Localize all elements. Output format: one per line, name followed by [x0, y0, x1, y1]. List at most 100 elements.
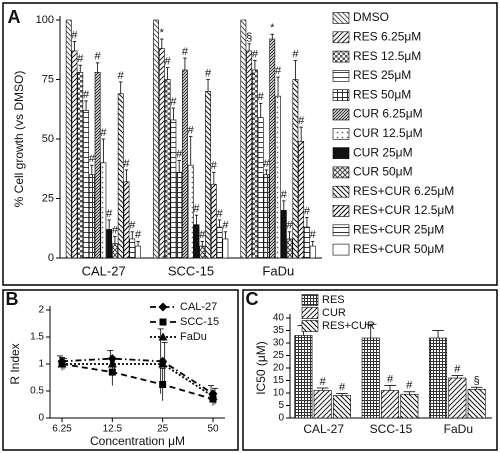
point — [208, 391, 218, 400]
x-tick-label: 6.25 — [52, 424, 72, 435]
legend-label: RES 6.25μM — [353, 29, 421, 43]
y-tick-label: 25 — [42, 192, 54, 204]
point — [159, 381, 167, 389]
significance-marker: # — [182, 46, 189, 58]
legend-label: RES+CUR 12.5μM — [353, 203, 454, 217]
point — [108, 368, 116, 376]
bar — [129, 238, 136, 259]
legend-swatch — [301, 320, 319, 332]
x-tick-label: CAL-27 — [82, 263, 126, 278]
bar — [298, 141, 305, 259]
significance-marker: # — [320, 376, 327, 388]
significance-marker: # — [118, 70, 125, 82]
significance-marker: # — [304, 205, 311, 217]
bar — [448, 377, 467, 419]
panel-label: A — [8, 7, 21, 27]
significance-marker: § — [246, 32, 252, 44]
bar — [94, 72, 101, 259]
significance-marker: # — [292, 48, 299, 60]
bar — [153, 19, 159, 259]
significance-marker: # — [310, 229, 317, 241]
bar — [135, 245, 141, 259]
bar — [467, 388, 486, 419]
significance-marker: # — [123, 158, 130, 170]
y-tick-label: 40 — [273, 313, 285, 324]
significance-marker: # — [387, 373, 394, 385]
legend-label: CUR 6.25μM — [353, 107, 423, 121]
legend-label: DMSO — [353, 10, 389, 24]
bar — [361, 337, 380, 419]
legend-label: CAL-27 — [180, 301, 217, 313]
y-tick-label: 75 — [42, 73, 54, 85]
significance-marker: # — [275, 65, 282, 77]
y-tick-label: 10 — [273, 388, 285, 399]
legend-swatch — [332, 166, 350, 179]
legend-label: RES+CUR 25μM — [353, 222, 444, 236]
legend-label: CUR 25μM — [353, 145, 413, 159]
significance-marker: # — [193, 203, 200, 215]
y-tick-label: 1.5 — [30, 332, 44, 343]
point — [107, 359, 117, 368]
legend-swatch — [332, 224, 350, 237]
bar — [88, 174, 95, 259]
bar — [280, 210, 287, 259]
x-tick-label: FaDu — [444, 422, 473, 436]
bar — [275, 95, 281, 259]
x-tick-label: 12.5 — [103, 424, 123, 435]
bar — [199, 245, 206, 259]
bar — [176, 172, 183, 259]
significance-marker: # — [217, 208, 224, 220]
bar — [333, 395, 351, 419]
significance-marker: # — [211, 160, 218, 172]
significance-marker: # — [406, 380, 413, 392]
significance-marker: # — [205, 67, 212, 79]
x-tick-label: FaDu — [262, 263, 294, 278]
legend-swatch — [332, 31, 350, 44]
bar — [210, 183, 217, 259]
bar — [222, 238, 229, 259]
y-tick-label: 0 — [278, 413, 284, 424]
legend-swatch — [332, 147, 350, 159]
bar — [309, 245, 316, 259]
legend-label: CUR 50μM — [353, 165, 413, 179]
legend-label: RES 12.5μM — [353, 49, 421, 63]
significance-marker: # — [258, 91, 265, 103]
significance-marker: # — [222, 220, 229, 232]
bar — [263, 174, 270, 259]
bar — [294, 335, 313, 419]
panel-frame — [2, 289, 239, 451]
legend-label: SCC-15 — [180, 316, 219, 328]
legend-marker — [159, 318, 167, 326]
bar — [292, 79, 299, 259]
bar — [429, 337, 448, 419]
legend-swatch — [332, 108, 350, 121]
significance-marker: # — [298, 115, 305, 127]
bar — [170, 119, 177, 259]
y-tick-label: 5 — [278, 400, 284, 411]
line — [62, 363, 214, 398]
panel-label: C — [246, 289, 259, 309]
panel-frame — [242, 289, 498, 451]
panel-frame — [2, 2, 498, 286]
significance-marker: * — [160, 27, 165, 39]
significance-marker: # — [170, 96, 177, 108]
bar — [381, 390, 400, 419]
bar — [65, 19, 72, 259]
bar — [158, 48, 165, 259]
legend-label: RES+CUR — [322, 320, 375, 332]
y-tick-label: 100 — [36, 14, 54, 26]
bar — [313, 390, 332, 419]
significance-marker: * — [270, 22, 275, 34]
point — [158, 359, 168, 368]
significance-marker: # — [77, 53, 84, 65]
significance-marker: # — [339, 381, 346, 393]
x-tick-label: 25 — [157, 424, 169, 435]
bar — [400, 393, 419, 419]
legend-label: RES 25μM — [353, 68, 411, 82]
legend-label: CUR — [322, 307, 346, 319]
y-tick-label: 20 — [273, 363, 285, 374]
bar — [83, 110, 89, 259]
legend-swatch — [332, 12, 350, 24]
significance-marker: # — [199, 229, 206, 241]
legend-label: CUR 12.5μM — [353, 126, 423, 140]
